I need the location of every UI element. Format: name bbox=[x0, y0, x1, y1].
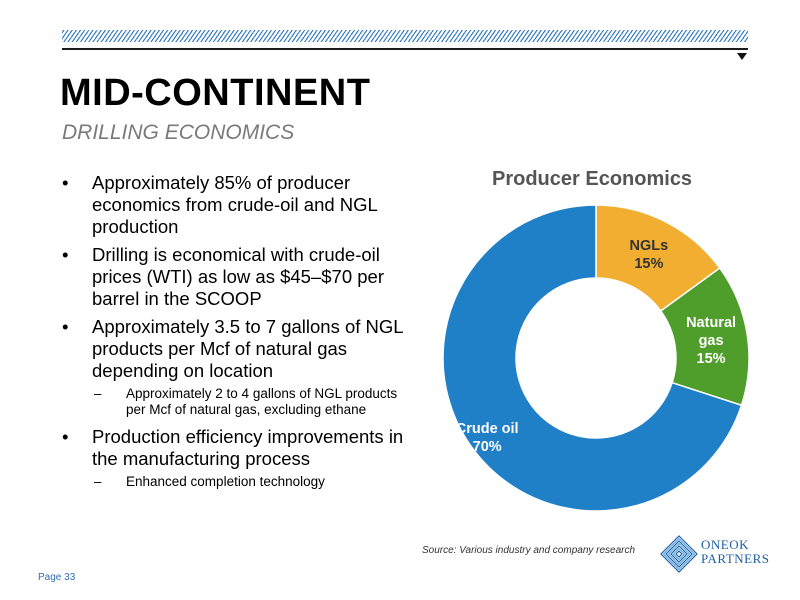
logo-text-line1: ONEOK bbox=[701, 537, 749, 552]
logo-diamond-ring bbox=[660, 535, 698, 573]
slide-subtitle: DRILLING ECONOMICS bbox=[62, 121, 295, 144]
bullet-list: • Approximately 85% of producer economics… bbox=[62, 172, 407, 498]
donut-label-natural-gas: Natural gas 15% bbox=[686, 315, 736, 367]
donut-label-crude-oil: Crude oil 70% bbox=[456, 421, 519, 455]
bullet-text: Drilling is economical with crude-oil pr… bbox=[92, 244, 385, 309]
logo-text-line2: PARTNERS bbox=[701, 551, 770, 566]
oneok-diamond-logo-icon bbox=[660, 535, 698, 573]
bullet-item: • Production efficiency improvements in t… bbox=[62, 426, 407, 470]
sub-bullet-text: Approximately 2 to 4 gallons of NGL prod… bbox=[126, 386, 398, 417]
bullet-dot-icon: • bbox=[62, 244, 69, 265]
logo-diamond-ring bbox=[670, 545, 688, 563]
donut-label-ngls: NGLs 15% bbox=[630, 238, 669, 272]
bullet-text: Production efficiency improvements in th… bbox=[92, 426, 404, 469]
producer-economics-donut-chart: NGLs 15% Natural gas 15% Crude oil 70% bbox=[442, 204, 750, 512]
header-rule bbox=[62, 48, 748, 50]
logo-diamond-ring bbox=[667, 542, 691, 566]
triangle-marker-icon bbox=[737, 53, 747, 60]
bullet-text: Approximately 85% of producer economics … bbox=[92, 172, 378, 237]
chart-title: Producer Economics bbox=[492, 168, 693, 190]
logo-diamond-ring bbox=[675, 550, 683, 558]
sub-bullet-item: – Enhanced completion technology bbox=[62, 474, 407, 490]
logo-diamond-ring bbox=[662, 537, 696, 571]
logo-diamond-ring bbox=[665, 540, 693, 568]
bullet-dot-icon: • bbox=[62, 426, 69, 447]
bullet-text: Approximately 3.5 to 7 gallons of NGL pr… bbox=[92, 316, 403, 381]
donut-slice-crude-oil bbox=[442, 204, 743, 512]
sub-bullet-dash-icon: – bbox=[94, 386, 102, 401]
sub-bullet-text: Enhanced completion technology bbox=[126, 474, 325, 489]
slide-title: MID-CONTINENT bbox=[60, 72, 371, 114]
bullet-dot-icon: • bbox=[62, 316, 69, 337]
source-note: Source: Various industry and company res… bbox=[422, 545, 636, 556]
logo-diamond-ring bbox=[672, 547, 686, 561]
sub-bullet-dash-icon: – bbox=[94, 474, 102, 489]
page-number: Page 33 bbox=[38, 572, 76, 583]
sub-bullet-item: – Approximately 2 to 4 gallons of NGL pro… bbox=[62, 386, 407, 418]
bullet-item: • Approximately 85% of producer economics… bbox=[62, 172, 407, 238]
bullet-item: • Approximately 3.5 to 7 gallons of NGL p… bbox=[62, 316, 407, 382]
bullet-item: • Drilling is economical with crude-oil p… bbox=[62, 244, 407, 310]
header-hatch-band bbox=[62, 30, 748, 42]
company-logo: ONEOK PARTNERS bbox=[660, 534, 770, 574]
bullet-dot-icon: • bbox=[62, 172, 69, 193]
